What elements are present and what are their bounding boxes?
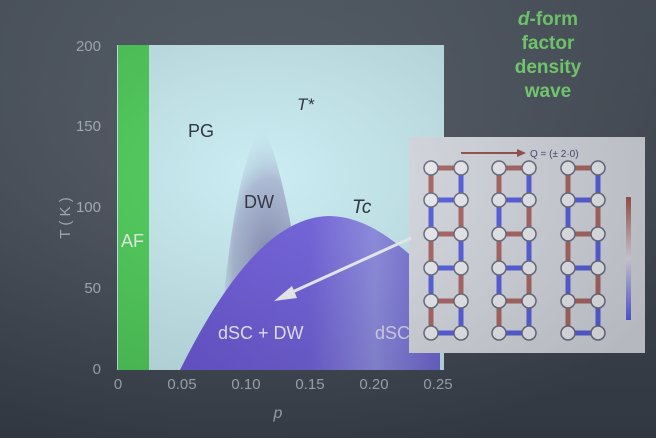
lattice-site [423, 160, 439, 176]
lattice-site [560, 192, 576, 208]
lattice-site [521, 325, 537, 341]
label-tc: Tc [352, 197, 372, 218]
lattice-site [560, 260, 576, 276]
x-tick-0.20: 0.20 [359, 376, 388, 393]
lattice-site [521, 260, 537, 276]
lattice-site [521, 226, 537, 242]
wavevector-label: Q = (± 2·0) [530, 149, 579, 160]
lattice-site [453, 160, 469, 176]
y-axis-label: T ( K ) [57, 197, 74, 238]
y-tick-50: 50 [84, 280, 101, 297]
lattice-site [590, 325, 606, 341]
lattice-site [491, 192, 507, 208]
title-line-2: factor [521, 33, 575, 54]
colorbar [626, 197, 631, 320]
af-region [118, 45, 149, 370]
lattice-site [590, 160, 606, 176]
x-tick-0.15: 0.15 [295, 376, 324, 393]
lattice-site [590, 226, 606, 242]
lattice-site [423, 260, 439, 276]
slide-title: d-form factor density wave [488, 8, 608, 104]
y-tick-200: 200 [76, 38, 101, 55]
lattice-site [453, 260, 469, 276]
lattice-site [491, 160, 507, 176]
lattice-site [423, 325, 439, 341]
lattice-site [521, 192, 537, 208]
lattice-site [491, 226, 507, 242]
lattice-site [453, 293, 469, 309]
title-line-4: wave [524, 81, 572, 102]
lattice-site [491, 260, 507, 276]
lattice-site [491, 293, 507, 309]
lattice-site [560, 226, 576, 242]
label-af: AF [121, 231, 144, 251]
lattice-inset: Q = (± 2·0) [409, 137, 645, 353]
lattice-site [453, 192, 469, 208]
lattice-site [590, 260, 606, 276]
title-line-3: density [514, 57, 582, 78]
x-tick-0.05: 0.05 [167, 376, 196, 393]
lattice-site [590, 293, 606, 309]
label-pg: PG [188, 121, 214, 141]
x-tick-0: 0 [114, 376, 122, 393]
lattice-site [590, 192, 606, 208]
y-tick-0: 0 [93, 361, 101, 378]
y-tick-150: 150 [76, 118, 101, 135]
lattice-site [560, 293, 576, 309]
ladders [423, 160, 606, 341]
title-d: d [517, 9, 530, 30]
label-dsc-dw: dSC + DW [218, 323, 304, 343]
title-line-1: -form [529, 9, 579, 30]
y-tick-100: 100 [76, 199, 101, 216]
label-t-star: T* [297, 95, 315, 114]
lattice-site [423, 192, 439, 208]
label-dsc: dSC [375, 323, 410, 343]
pointer-arrow [287, 236, 412, 296]
lattice-site [453, 325, 469, 341]
lattice-site [521, 160, 537, 176]
lattice-site [423, 226, 439, 242]
pointer-arrowhead [274, 286, 297, 301]
lattice-site [423, 293, 439, 309]
x-tick-0.10: 0.10 [231, 376, 260, 393]
x-axis-label: p [273, 405, 283, 422]
lattice-site [491, 325, 507, 341]
lattice-site [453, 226, 469, 242]
wavevector-arrowhead [517, 149, 526, 157]
lattice-site [560, 325, 576, 341]
lattice-site [521, 293, 537, 309]
x-tick-0.25: 0.25 [423, 376, 452, 393]
lattice-site [560, 160, 576, 176]
label-dw: DW [244, 192, 274, 212]
